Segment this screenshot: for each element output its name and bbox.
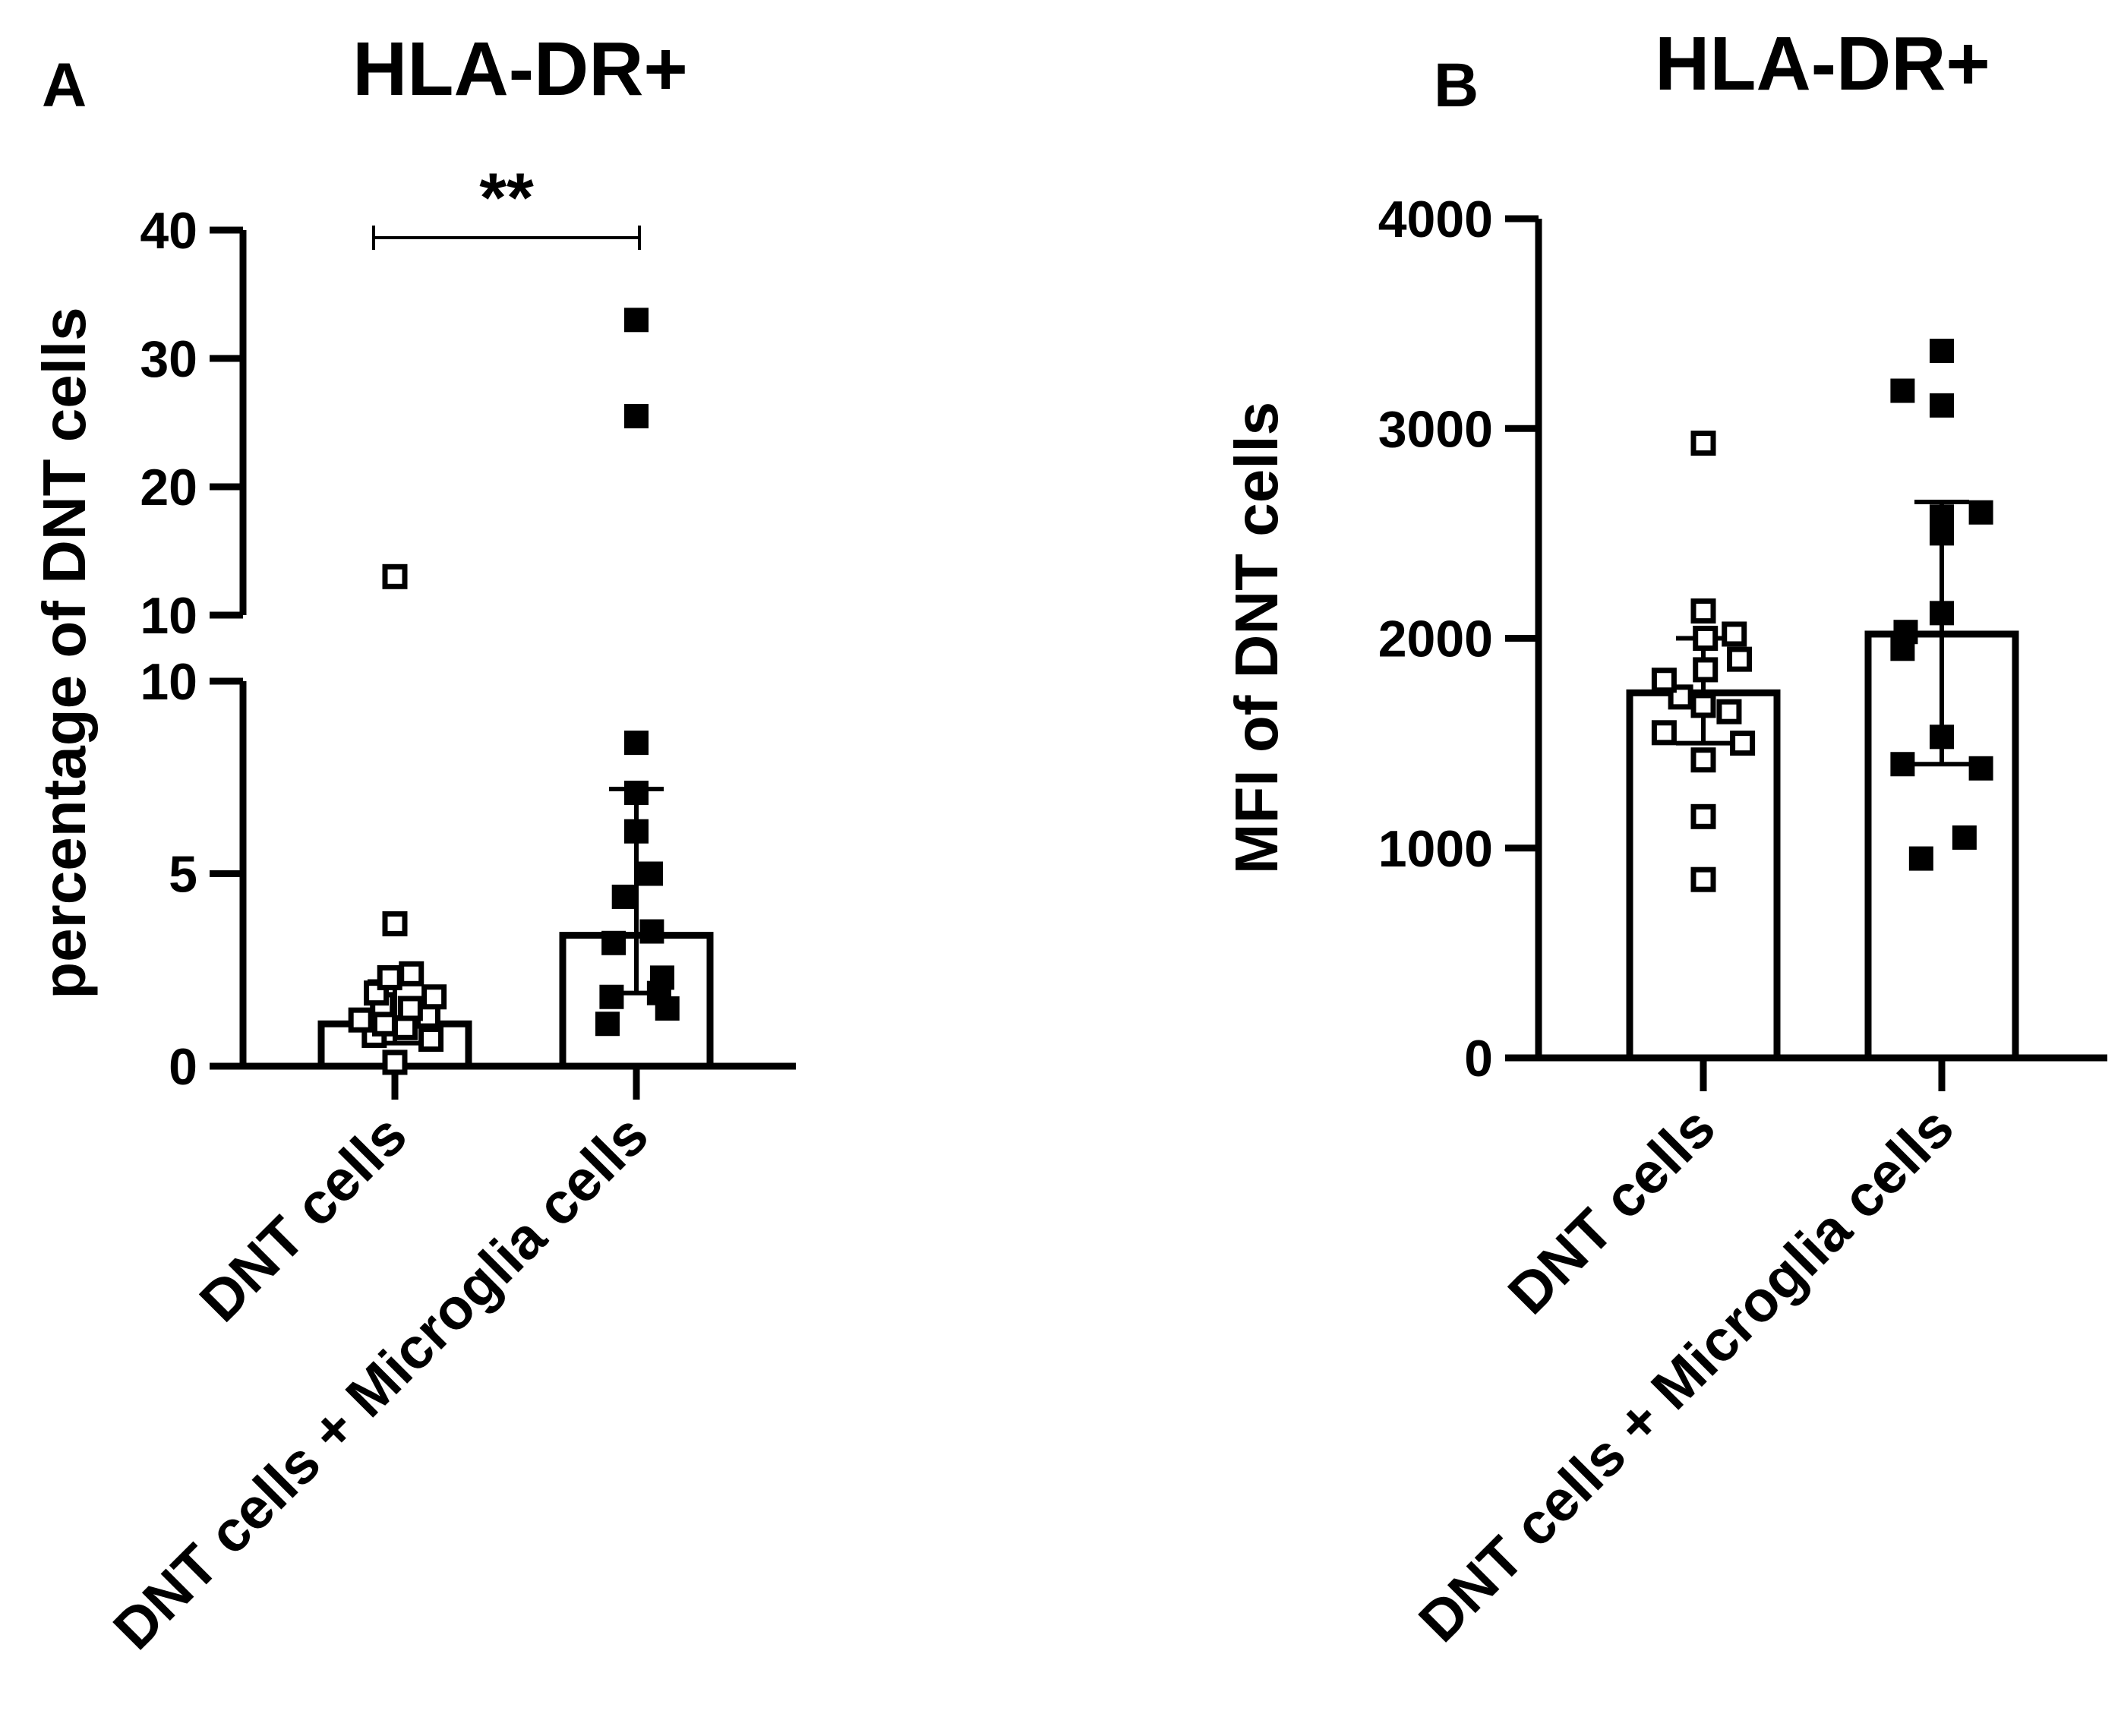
panel-a-data-point xyxy=(595,1012,620,1037)
panel-b-y-axis-label: MFI of DNT cells xyxy=(1223,402,1290,874)
panel-a-y-tick-label: 20 xyxy=(140,459,197,516)
panel-a-significance-label: ** xyxy=(479,159,534,237)
panel-b-data-point xyxy=(1651,720,1677,746)
panel-a-data-point xyxy=(377,964,402,990)
panel-b-data-point xyxy=(1651,668,1677,693)
panel-b-y-tick-label: 0 xyxy=(1464,1030,1493,1087)
panel-b-data-point xyxy=(1908,846,1933,871)
panel-b-data-point xyxy=(1890,752,1915,777)
panel-b-data-point xyxy=(1690,598,1716,624)
panel-a-data-point xyxy=(624,731,649,756)
panel-a-y-tick-label: 5 xyxy=(169,846,197,904)
panel-a-data-point xyxy=(399,961,425,986)
panel-b-y-tick-label: 1000 xyxy=(1378,820,1493,878)
panel-a-y-tick-label: 40 xyxy=(140,202,197,260)
panel-b-data-point xyxy=(1693,657,1719,683)
panel-b-data-point xyxy=(1930,601,1954,626)
panel-a-category-label: DNT cells + Microglia cells xyxy=(101,1103,661,1662)
panel-a-data-point xyxy=(382,1049,408,1075)
panel-b-data-point xyxy=(1968,756,1993,781)
panel-b-data-point xyxy=(1952,825,1977,850)
panel-b-y-tick-label: 3000 xyxy=(1378,400,1493,458)
panel-b-data-point xyxy=(1690,747,1716,773)
panel-a-data-point xyxy=(639,861,664,886)
panel-b-data-point xyxy=(1722,621,1747,647)
panel-a-data-point xyxy=(421,984,447,1010)
panel-a-data-point xyxy=(649,965,674,990)
panel-b-data-point xyxy=(1930,724,1954,750)
panel-a-data-point xyxy=(624,308,649,333)
panel-b-y-tick-label: 2000 xyxy=(1378,611,1493,668)
panel-b-data-point xyxy=(1727,646,1753,672)
panel-b-data-point xyxy=(1690,693,1716,718)
panel-a-data-point xyxy=(382,563,408,589)
panel-b-data-point xyxy=(1890,378,1915,403)
panel-b-category-label: DNT cells xyxy=(1496,1095,1728,1327)
panel-a-data-point xyxy=(624,404,649,429)
panel-a-data-point xyxy=(601,930,627,955)
panel-b-data-point xyxy=(1730,731,1756,756)
panel-b-data-point xyxy=(1690,431,1716,456)
panel-a-data-point xyxy=(611,884,636,909)
panel-a-y-tick-label: 10 xyxy=(140,587,197,645)
panel-b-y-tick-label: 4000 xyxy=(1378,191,1493,248)
panel-b-letter: B xyxy=(1434,51,1479,120)
panel-b-title: HLA-DR+ xyxy=(1655,21,1990,106)
panel-a-data-point xyxy=(599,984,624,1009)
panel-b-data-point xyxy=(1693,626,1719,651)
panel-a-title: HLA-DR+ xyxy=(352,27,688,112)
panel-b: B HLA-DR+ MFI of DNT cells 0 1000 2000 3000… xyxy=(1223,21,2107,1655)
panel-b-data-point xyxy=(1930,339,1954,364)
panel-a-data-point xyxy=(348,1007,374,1033)
panel-a-letter: A xyxy=(42,51,87,120)
panel-b-data-point xyxy=(1690,803,1716,829)
panel-b-data-point xyxy=(1930,504,1954,529)
panel-a-y-axis-label: percentage of DNT cells xyxy=(30,307,98,999)
panel-b-data-point xyxy=(1968,500,1993,525)
panel-a: A HLA-DR+ percentage of DNT cells 0 5 10 10… xyxy=(30,27,796,1662)
panel-a-data-point xyxy=(418,1027,444,1053)
panel-b-data-point xyxy=(1716,699,1742,724)
panel-b-data-point xyxy=(1690,866,1716,892)
panel-a-data-point xyxy=(397,996,423,1021)
panel-a-data-point xyxy=(382,911,408,936)
panel-b-data-point xyxy=(1930,393,1954,418)
panel-a-data-point xyxy=(624,781,649,806)
panel-b-data-point xyxy=(1668,684,1693,710)
panel-b-data-point xyxy=(1893,620,1918,645)
panel-a-data-point xyxy=(624,819,649,844)
panel-a-data-point xyxy=(639,919,664,944)
panel-a-y-tick-label: 0 xyxy=(169,1038,197,1096)
panel-a-y-tick-label: 30 xyxy=(140,330,197,388)
panel-a-category-label: DNT cells xyxy=(188,1103,419,1334)
panel-a-y-tick-label: 10 xyxy=(140,653,197,711)
